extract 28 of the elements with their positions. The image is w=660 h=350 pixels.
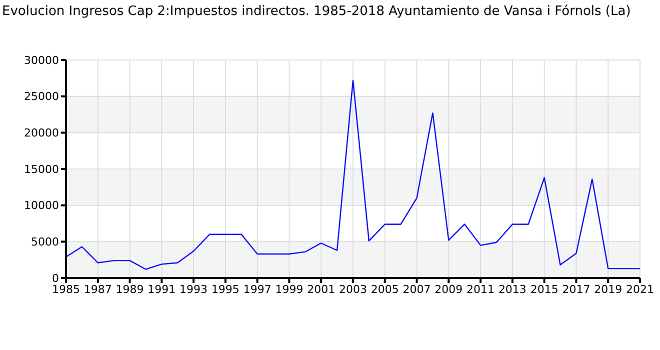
chart-title: Evolucion Ingresos Cap 2:Impuestos indirectos. 1985-2018 Ayuntamiento de Vansa i Fórnols (La) [2,4,631,19]
y-tick-label: 20000 [24,126,59,140]
x-tick-label: 1987 [84,282,112,296]
x-tick-label: 1995 [211,282,240,296]
x-tick-label: 2011 [466,282,495,296]
x-tick-label: 1989 [116,282,144,296]
x-tick-label: 2013 [498,282,526,296]
line-series [66,80,640,270]
x-tick-label: 2003 [339,282,367,296]
x-tick-label: 2007 [402,282,431,296]
y-tick-label: 10000 [24,199,59,212]
x-tick-label: 1991 [148,282,176,296]
y-tick-label: 15000 [24,162,59,176]
y-tick-label: 5000 [31,236,59,249]
y-tick-label: 25000 [24,90,59,104]
y-tick-label: 0 [52,272,59,285]
x-tick-label: 1997 [243,282,272,296]
x-tick-label: 1993 [180,282,208,296]
x-tick-label: 2001 [307,282,336,296]
x-tick-label: 1985 [52,282,80,296]
y-tick-label: 30000 [24,54,59,67]
x-tick-label: 1999 [275,282,304,296]
x-tick-label: 2005 [370,282,399,296]
x-tick-label: 2009 [434,282,463,296]
x-tick-label: 2015 [530,282,558,296]
x-tick-label: 2017 [562,282,590,296]
x-tick-label: 2021 [626,282,654,296]
x-tick-label: 2019 [594,282,622,296]
